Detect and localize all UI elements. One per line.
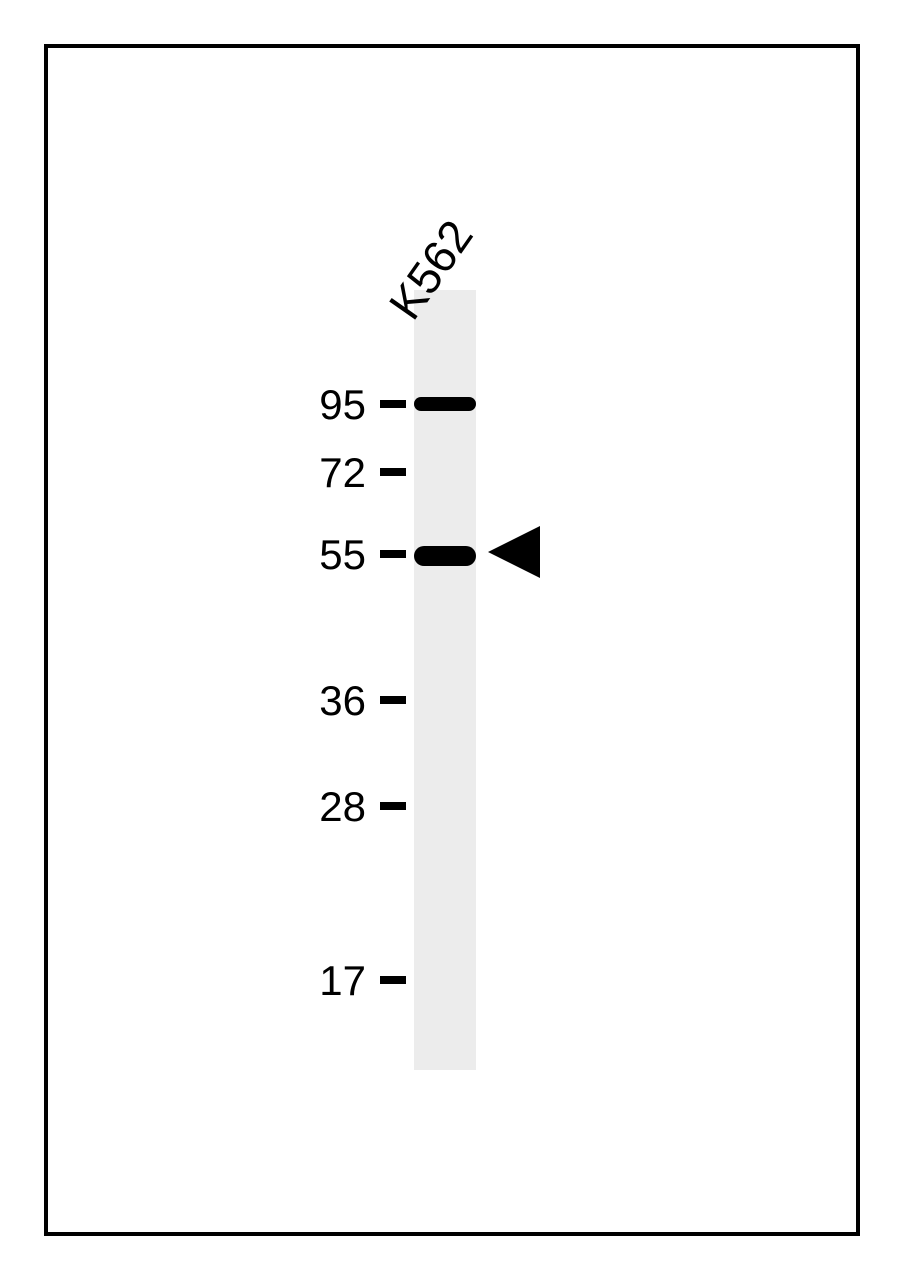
- target-arrow: [488, 526, 540, 578]
- mw-label-72: 72: [319, 449, 366, 497]
- mw-tick-95: [380, 400, 406, 408]
- mw-tick-17: [380, 976, 406, 984]
- arrow-left-icon: [488, 526, 540, 578]
- mw-tick-36: [380, 696, 406, 704]
- mw-label-55: 55: [319, 531, 366, 579]
- mw-tick-28: [380, 802, 406, 810]
- mw-label-28: 28: [319, 783, 366, 831]
- band-2: [414, 546, 476, 566]
- mw-label-17: 17: [319, 957, 366, 1005]
- mw-label-36: 36: [319, 677, 366, 725]
- mw-label-95: 95: [319, 381, 366, 429]
- band-1: [414, 397, 476, 411]
- mw-tick-72: [380, 468, 406, 476]
- blot-figure: K562 957255362817: [0, 0, 904, 1280]
- mw-tick-55: [380, 550, 406, 558]
